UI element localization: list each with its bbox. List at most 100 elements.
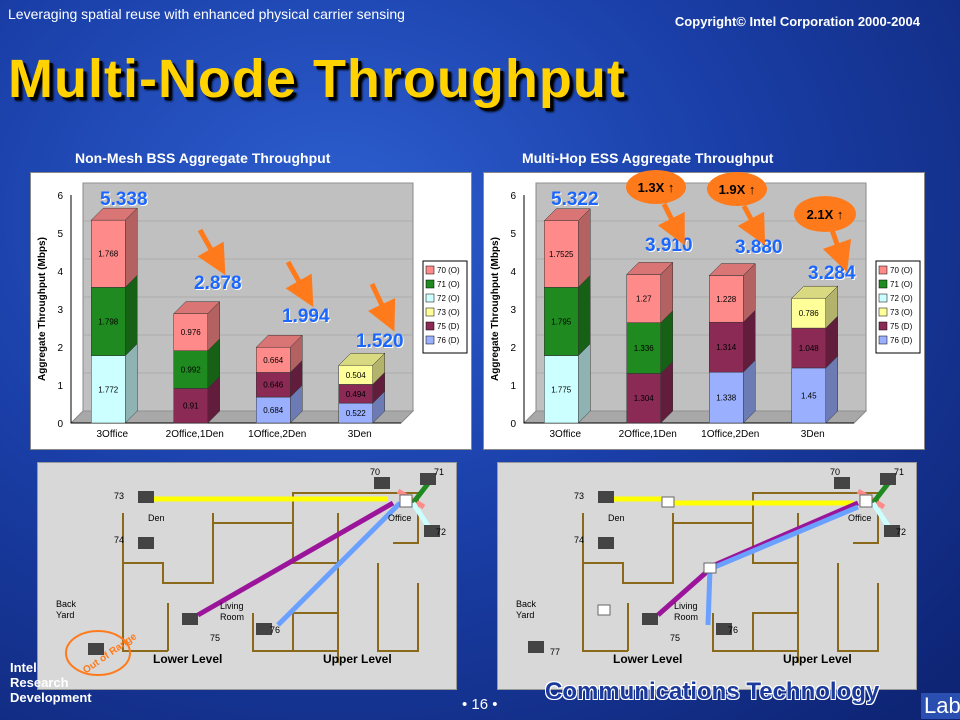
bar-data-label: 1.768 [98,250,119,259]
header-subtitle: Leveraging spatial reuse with enhanced p… [8,6,405,22]
down-arrow-3 [368,282,396,332]
floorplan-diagram-left: 73 74 70 71 72 75 76 Den Back Yard Livin… [56,467,446,676]
node-label-75: 75 [210,633,220,643]
level-label-lower: Lower Level [153,652,222,666]
lab-label: Lab [921,693,960,719]
y-tick-label: 5 [57,229,63,240]
bar-data-label: 1.775 [551,385,572,394]
x-tick-label: 3Office [550,429,582,440]
improvement-badge-1: 1.3X ↑ [626,170,686,204]
improvement-badge-2: 1.9X ↑ [707,172,767,206]
y-tick-label: 6 [57,191,63,202]
node-label-72: 72 [436,527,446,537]
bar-data-label: 1.336 [634,344,655,353]
improvement-badge-3: 2.1X ↑ [794,196,856,232]
y-tick-label: 2 [57,343,63,354]
floorplan-left: 73 74 70 71 72 75 76 Den Back Yard Livin… [37,462,457,690]
room-label-back-yard-mh-2: Yard [516,610,534,620]
node-label-77-mh: 77 [550,647,560,657]
bar-chart-non-mesh: 0 1 2 3 4 5 6 Aggregate Throughput (Mbps) 1.772 1… [37,182,468,440]
legend-entry: 71 (O) [437,280,460,289]
page-number: • 16 • [462,696,498,713]
y-tick-label: 1 [510,381,516,392]
legend-swatch [878,293,888,303]
legend-entry: 76 (D) [437,336,460,345]
bar-top [626,262,674,275]
y-tick-label: 4 [57,267,63,278]
bar-data-label: 1.314 [716,343,737,352]
room-label-living-mh-1: Living [674,601,698,611]
node-label-70: 70 [370,467,380,477]
y-axis-label: Aggregate Throughput (Mbps) [490,237,501,381]
bar-data-label: 1.228 [716,295,737,304]
legend-swatch [878,279,888,289]
legend-swatch [425,321,435,331]
bar-data-label: 1.795 [551,317,572,326]
bar-data-label: 0.976 [181,328,202,337]
room-label-den: Den [148,513,165,523]
room-label-living-1: Living [220,601,244,611]
y-tick-label: 6 [510,191,516,202]
x-tick-label: 2Office,1Den [619,429,677,440]
room-label-back-yard-1: Back [56,599,77,609]
bar-data-label: 1.304 [634,394,655,403]
bar-top [338,352,386,366]
legend-entry: 76 (D) [890,336,913,345]
room-label-office-mh: Office [848,513,871,523]
room-label-living-mh-2: Room [674,612,698,622]
legend-entry: 72 (O) [437,294,460,303]
bar-data-label: 0.684 [263,406,284,415]
y-tick-label: 0 [57,419,63,430]
bar-segment [91,219,126,288]
floorplan-diagram-right: 73 74 70 71 72 75 76 77 Den Back Yard Li… [516,467,906,666]
x-tick-label: 2Office,1Den [166,429,224,440]
legend-swatch [425,307,435,317]
x-tick-label: 3Den [348,429,372,440]
y-tick-label: 4 [510,267,516,278]
x-tick-label: 3Office [97,429,129,440]
bar-data-label: 0.91 [183,402,199,411]
bar-data-label: 1.798 [98,318,119,327]
bar-data-label: 0.992 [181,366,202,375]
y-tick-label: 3 [57,305,63,316]
bar-data-label: 0.786 [799,309,820,318]
legend-swatch [878,265,888,275]
y-tick-label: 2 [510,343,516,354]
chart-panel-right: 0 1 2 3 4 5 6 Aggregate Throughput (Mbps) 1.775 1… [483,172,925,450]
level-label-lower-mh: Lower Level [613,652,682,666]
chart-title-right: Multi-Hop ESS Aggregate Throughput [522,150,774,166]
legend-entry: 72 (O) [890,294,913,303]
bar-segment [544,220,579,288]
bar-segment [256,346,291,373]
improvement-arrow-3 [822,229,852,273]
legend-swatch [878,307,888,317]
bar-top [543,208,591,221]
legend-swatch [878,321,888,331]
bar-data-label: 0.522 [346,409,367,418]
bar-data-label: 1.7525 [549,250,574,259]
bar-top [173,301,221,314]
bar-top [791,285,839,299]
node-label-73: 73 [114,491,124,501]
bar-segment [173,350,208,389]
footer-org-line-1: Intel [10,660,37,675]
legend-swatch [425,335,435,345]
room-label-back-yard-2: Yard [56,610,74,620]
legend-entry: 71 (O) [890,280,913,289]
room-label-living-2: Room [220,612,244,622]
node-label-73-mh: 73 [574,491,584,501]
bar-data-label: 1.338 [716,394,737,403]
footer-org-line-3: Development [10,690,92,705]
bar-segment [626,274,661,323]
legend-swatch [425,265,435,275]
bar-top [90,207,138,221]
legend-swatch [425,293,435,303]
node-label-75-mh: 75 [670,633,680,643]
level-label-upper-mh: Upper Level [783,652,852,666]
node-label-71: 71 [434,467,444,477]
comm-tech-lab-text: Communications Technology [545,678,880,705]
legend-entry: 73 (O) [437,308,460,317]
bar-segment [791,297,826,329]
bar-top [708,263,756,276]
